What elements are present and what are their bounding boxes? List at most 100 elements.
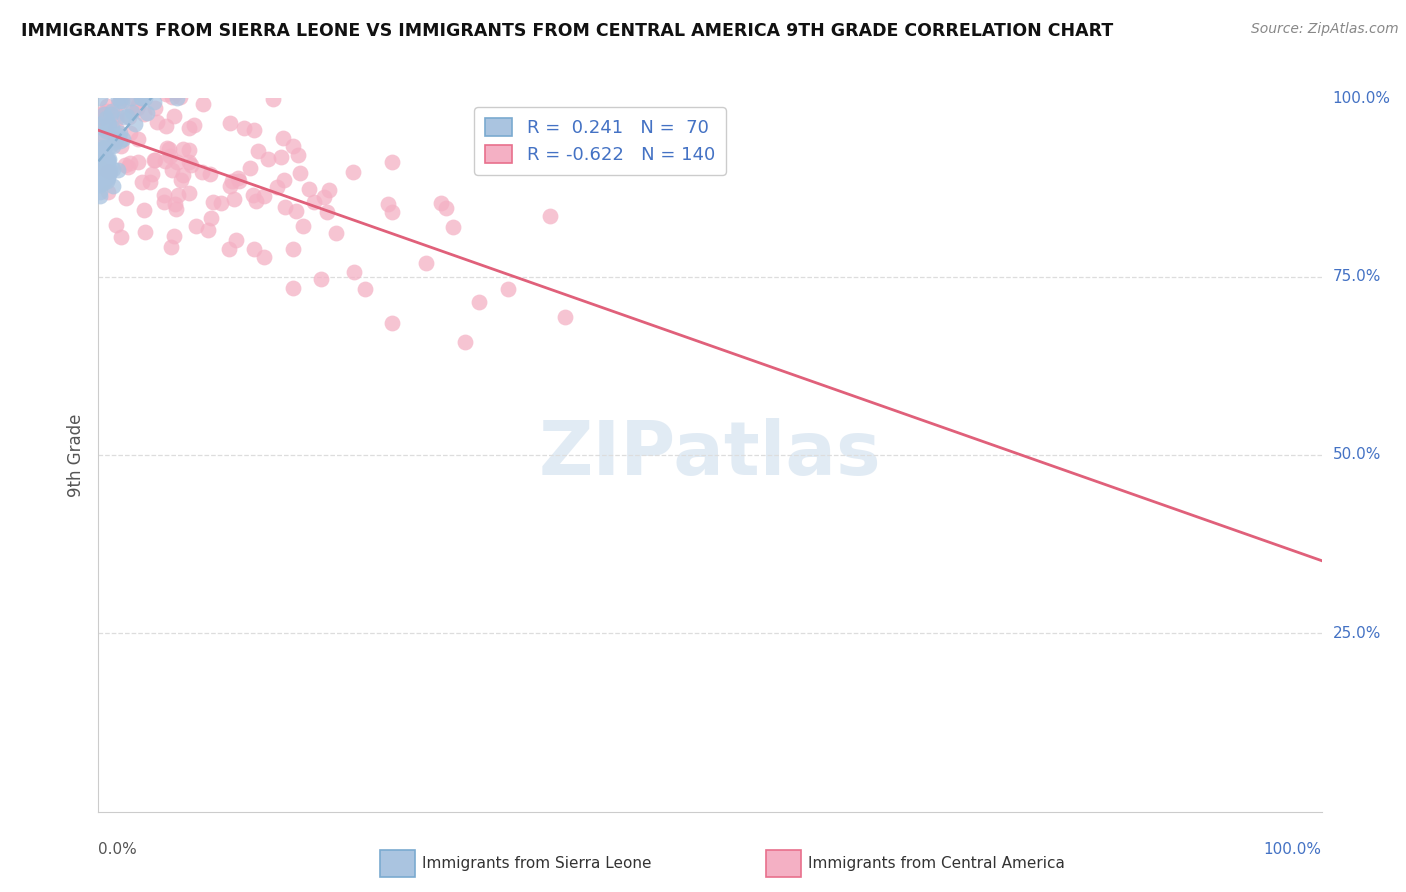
Point [381, 154, 404, 169]
Point [166, 91, 188, 105]
Point [103, 162, 125, 177]
Point [312, 190, 335, 204]
Point [302, 195, 325, 210]
Point [120, 156, 142, 170]
Point [89, 186, 111, 200]
Point [108, 134, 131, 148]
Point [354, 282, 377, 296]
Point [156, 141, 179, 155]
Point [454, 335, 477, 350]
Point [96, 124, 118, 138]
Point [94, 152, 117, 166]
Point [91, 161, 114, 176]
Point [219, 179, 242, 194]
Point [129, 91, 152, 105]
Point [381, 317, 404, 331]
Point [177, 121, 200, 136]
Point [228, 174, 250, 188]
Y-axis label: 9th Grade: 9th Grade [67, 413, 86, 497]
Point [101, 120, 124, 135]
Point [271, 131, 294, 145]
Point [89, 91, 111, 105]
Point [96, 153, 118, 167]
Point [197, 223, 219, 237]
Point [89, 189, 111, 203]
Text: 25.0%: 25.0% [1333, 626, 1381, 640]
Point [90, 140, 112, 154]
Point [112, 110, 135, 124]
Point [211, 196, 233, 211]
Point [124, 117, 146, 131]
Point [98, 164, 121, 178]
Point [90, 176, 112, 190]
Point [239, 161, 262, 176]
Point [107, 128, 129, 143]
Point [163, 229, 186, 244]
Text: ZIPatlas: ZIPatlas [538, 418, 882, 491]
Point [117, 161, 139, 175]
Point [96, 169, 118, 183]
Point [131, 91, 153, 105]
Point [120, 97, 142, 112]
Point [97, 167, 120, 181]
Text: 50.0%: 50.0% [1333, 448, 1381, 462]
Point [101, 103, 124, 118]
Point [105, 112, 128, 127]
Point [90, 120, 112, 134]
Point [114, 158, 136, 172]
Point [89, 165, 111, 179]
Point [160, 90, 183, 104]
Point [89, 153, 111, 167]
Point [273, 173, 295, 187]
Point [93, 170, 115, 185]
Point [96, 99, 118, 113]
Point [441, 220, 464, 235]
Text: 100.0%: 100.0% [1264, 842, 1322, 857]
Point [172, 142, 194, 156]
Point [434, 202, 457, 216]
Point [94, 158, 117, 172]
Point [177, 186, 200, 200]
Point [157, 143, 180, 157]
Point [242, 187, 264, 202]
Point [94, 140, 117, 154]
Point [143, 153, 166, 167]
Point [115, 109, 138, 123]
Point [180, 158, 202, 172]
Point [93, 140, 115, 154]
Text: 100.0%: 100.0% [1333, 91, 1391, 105]
Point [94, 120, 117, 135]
Point [415, 256, 437, 270]
Point [93, 107, 115, 121]
Point [245, 194, 267, 209]
Point [257, 153, 280, 167]
Point [132, 107, 155, 121]
Point [96, 111, 118, 125]
Point [146, 115, 169, 129]
Point [118, 111, 141, 125]
Point [104, 120, 127, 135]
Point [162, 85, 184, 99]
Point [127, 98, 149, 112]
Point [342, 165, 364, 179]
Text: Source: ZipAtlas.com: Source: ZipAtlas.com [1251, 22, 1399, 37]
Point [468, 295, 491, 310]
Point [170, 173, 193, 187]
Point [90, 110, 112, 124]
Point [90, 161, 112, 175]
Point [97, 162, 120, 177]
Point [141, 167, 163, 181]
Point [155, 87, 177, 102]
Point [172, 168, 194, 182]
Point [253, 251, 276, 265]
Point [127, 132, 149, 146]
Point [343, 265, 366, 279]
Point [163, 197, 186, 211]
Point [243, 242, 266, 256]
Point [165, 202, 187, 216]
Point [538, 209, 561, 223]
Point [127, 155, 149, 169]
Point [89, 165, 111, 179]
Point [104, 218, 127, 232]
Point [283, 243, 305, 257]
